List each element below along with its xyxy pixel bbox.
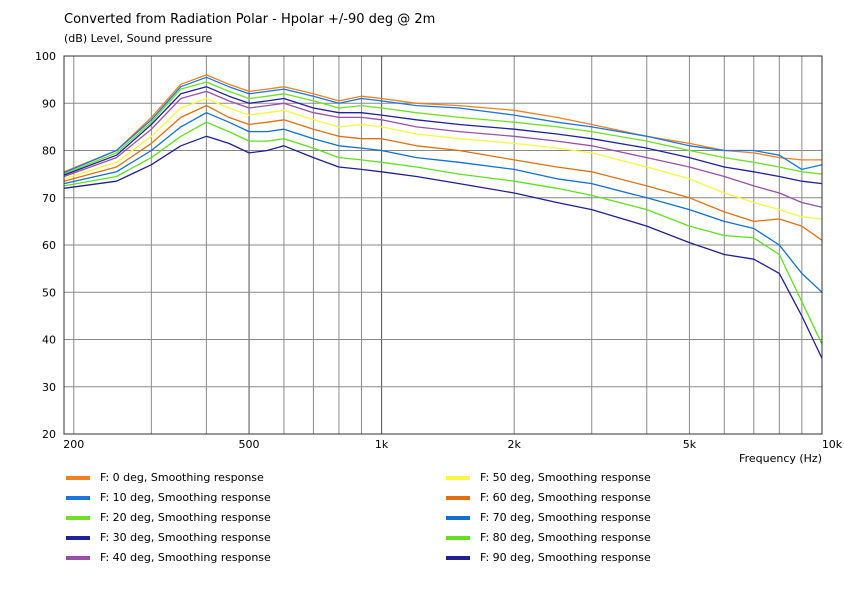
legend-item: F: 50 deg, Smoothing response bbox=[446, 470, 806, 486]
y-tick-label: 40 bbox=[42, 334, 56, 347]
grid bbox=[64, 55, 823, 435]
legend-label: F: 80 deg, Smoothing response bbox=[480, 531, 651, 544]
y-tick-label: 20 bbox=[42, 428, 56, 441]
legend-item: F: 80 deg, Smoothing response bbox=[446, 530, 806, 546]
legend-swatch bbox=[446, 516, 470, 520]
legend-swatch bbox=[66, 496, 90, 500]
legend-item: F: 70 deg, Smoothing response bbox=[446, 510, 806, 526]
x-tick-label: 5k bbox=[683, 438, 697, 451]
series-line-7 bbox=[63, 112, 823, 293]
legend-label: F: 0 deg, Smoothing response bbox=[100, 471, 264, 484]
legend-swatch bbox=[66, 516, 90, 520]
legend-item: F: 10 deg, Smoothing response bbox=[66, 490, 426, 506]
y-tick-label: 30 bbox=[42, 381, 56, 394]
series-line-3 bbox=[63, 86, 823, 185]
x-tick-label: 2k bbox=[508, 438, 522, 451]
series-line-1 bbox=[63, 76, 823, 174]
legend-swatch bbox=[66, 536, 90, 540]
legend-item: F: 40 deg, Smoothing response bbox=[66, 550, 426, 566]
legend-label: F: 90 deg, Smoothing response bbox=[480, 551, 651, 564]
x-tick-label: 1k bbox=[375, 438, 389, 451]
legend-item: F: 20 deg, Smoothing response bbox=[66, 510, 426, 526]
y-tick-label: 60 bbox=[42, 239, 56, 252]
legend-label: F: 70 deg, Smoothing response bbox=[480, 511, 651, 524]
legend-item: F: 30 deg, Smoothing response bbox=[66, 530, 426, 546]
y-tick-label: 100 bbox=[35, 50, 56, 63]
x-axis-label: Frequency (Hz) bbox=[739, 452, 822, 465]
plot-frame bbox=[63, 55, 823, 435]
x-tick-label: 200 bbox=[63, 438, 84, 451]
legend-swatch bbox=[446, 496, 470, 500]
y-tick-label: 50 bbox=[42, 286, 56, 299]
y-tick-label: 90 bbox=[42, 97, 56, 110]
legend-swatch bbox=[446, 476, 470, 480]
legend-label: F: 20 deg, Smoothing response bbox=[100, 511, 271, 524]
legend-item: F: 60 deg, Smoothing response bbox=[446, 490, 806, 506]
legend-swatch bbox=[66, 476, 90, 480]
legend-label: F: 30 deg, Smoothing response bbox=[100, 531, 271, 544]
y-tick-label: 70 bbox=[42, 192, 56, 205]
legend-label: F: 10 deg, Smoothing response bbox=[100, 491, 271, 504]
series-line-4 bbox=[63, 90, 823, 208]
legend-label: F: 40 deg, Smoothing response bbox=[100, 551, 271, 564]
legend-label: F: 60 deg, Smoothing response bbox=[480, 491, 651, 504]
legend-item: F: 0 deg, Smoothing response bbox=[66, 470, 426, 486]
series-line-8 bbox=[63, 121, 823, 345]
series-line-2 bbox=[63, 81, 823, 175]
series-line-6 bbox=[63, 104, 823, 241]
chart-subtitle: (dB) Level, Sound pressure bbox=[64, 32, 213, 45]
legend-item: F: 90 deg, Smoothing response bbox=[446, 550, 806, 566]
series-line-5 bbox=[63, 97, 823, 220]
legend-swatch bbox=[66, 556, 90, 560]
x-tick-label: 10k bbox=[822, 438, 843, 451]
chart-title: Converted from Radiation Polar - Hpolar … bbox=[64, 12, 436, 27]
x-tick-label: 500 bbox=[239, 438, 260, 451]
series-line-9 bbox=[63, 135, 823, 359]
legend-label: F: 50 deg, Smoothing response bbox=[480, 471, 651, 484]
axes: 20 30 40 50 60 70 80 90 100 200 500 1k 2k 5k 10kFreque… bbox=[35, 50, 843, 465]
legend-swatch bbox=[446, 556, 470, 560]
series-lines bbox=[63, 74, 823, 359]
legend-swatch bbox=[446, 536, 470, 540]
y-tick-label: 80 bbox=[42, 145, 56, 158]
